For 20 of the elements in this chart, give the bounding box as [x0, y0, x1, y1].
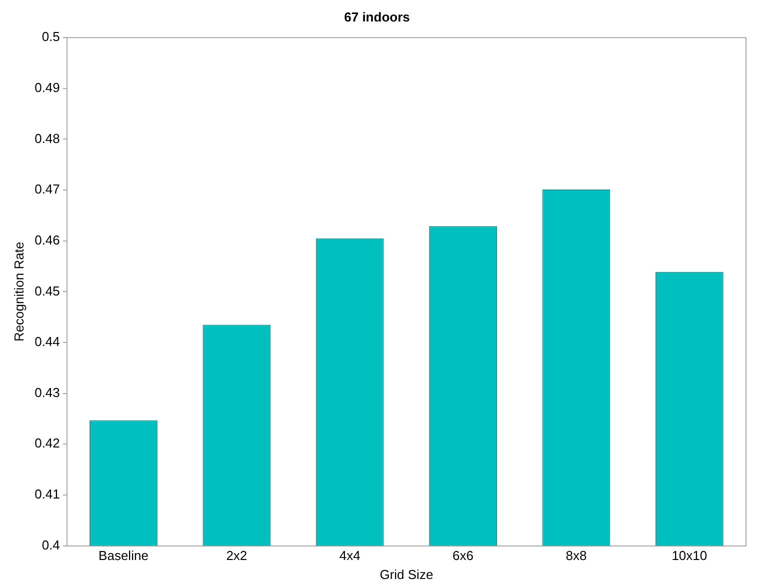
- x-tick-label: 4x4: [339, 548, 360, 564]
- y-tick-label: 0.41: [34, 486, 60, 502]
- x-tick-label: 2x2: [226, 548, 248, 564]
- y-tick-label: 0.47: [34, 182, 60, 197]
- y-tick-label: 0.48: [34, 130, 60, 146]
- chart-title: 67 indoors: [344, 9, 410, 24]
- y-tick-label: 0.44: [34, 334, 60, 350]
- x-axis-title: Grid Size: [380, 566, 434, 582]
- x-tick-label: 10x10: [672, 548, 708, 564]
- y-axis-title: Recognition Rate: [11, 242, 26, 342]
- x-tick-label: Baseline: [98, 548, 148, 564]
- y-tick-label: 0.49: [34, 80, 60, 95]
- y-tick-label: 0.46: [34, 232, 60, 248]
- x-tick-label: 6x6: [452, 548, 474, 564]
- y-tick-label: 0.4: [42, 537, 60, 552]
- y-tick-label: 0.5: [42, 29, 60, 44]
- y-tick-label: 0.42: [34, 436, 60, 451]
- y-tick-label: 0.43: [34, 384, 60, 400]
- y-tick-label: 0.45: [34, 283, 60, 298]
- x-tick-label: 8x8: [566, 548, 587, 564]
